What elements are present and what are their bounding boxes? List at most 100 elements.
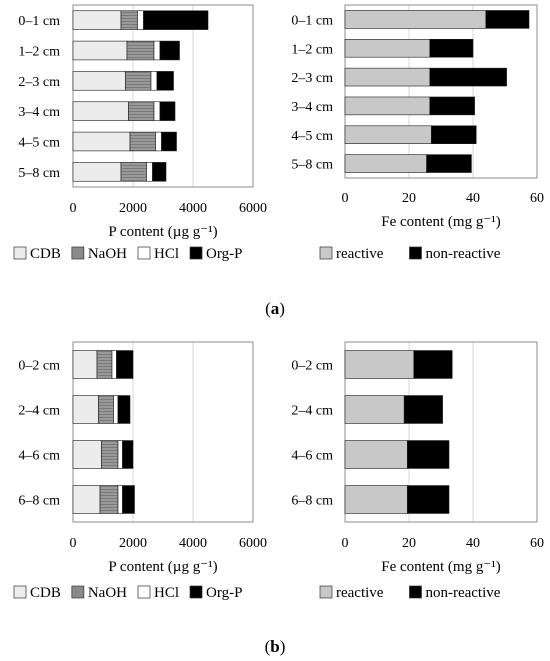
category-label: 4–6 cm <box>18 449 60 464</box>
legend-swatch-non-reactive <box>409 246 422 260</box>
category-label: 3–4 cm <box>18 105 60 120</box>
legend-swatch-cdb <box>13 585 27 599</box>
category-label: 0–1 cm <box>18 14 60 29</box>
bar-cdb-2-3-cm <box>72 71 126 91</box>
bar-hcl-2-3-cm <box>150 71 158 91</box>
bar-org-p-3-4-cm <box>159 101 176 121</box>
x-tick-label: 20 <box>402 536 416 551</box>
bar-reactive-4-5-cm <box>344 125 432 144</box>
x-axis-label: Fe content (mg g⁻¹) <box>381 559 500 575</box>
legend-label-hcl: HCl <box>154 246 179 262</box>
legend-swatch-hcl <box>137 585 151 599</box>
category-label: 0–2 cm <box>291 359 333 374</box>
panel-label-b: (b) <box>265 637 286 656</box>
legend-label-non-reactive: non-reactive <box>425 585 500 601</box>
x-tick-label: 40 <box>466 191 480 206</box>
category-label: 0–2 cm <box>18 359 60 374</box>
bar-non-reactive-3-4-cm <box>429 96 475 116</box>
legend-swatch-org-p <box>189 246 203 260</box>
bar-naoh-5-8-cm <box>120 162 147 182</box>
bar-naoh-0-2-cm <box>96 350 113 379</box>
legend-swatch-non-reactive <box>409 585 422 599</box>
legend-label-hcl: HCl <box>154 585 179 601</box>
bar-reactive-0-1-cm <box>344 10 487 29</box>
legend: reactive non-reactive <box>319 585 501 601</box>
bar-non-reactive-4-6-cm <box>407 440 450 469</box>
chart-4: 0–2 cm 2–4 cm 4–6 cm 6–8 cm 0 20 40 60 Fe conten… <box>291 341 544 601</box>
bar-reactive-2-4-cm <box>344 395 405 424</box>
bar-org-p-4-5-cm <box>161 131 177 152</box>
x-tick-label: 0 <box>342 191 349 206</box>
bar-naoh-2-3-cm <box>125 71 152 91</box>
category-label: 4–5 cm <box>291 129 333 144</box>
bar-cdb-4-6-cm <box>72 440 102 469</box>
bar-cdb-3-4-cm <box>72 101 129 121</box>
bar-cdb-0-2-cm <box>72 350 98 379</box>
category-label: 1–2 cm <box>291 42 333 57</box>
x-axis-label: Fe content (mg g⁻¹) <box>381 214 500 230</box>
bar-org-p-0-2-cm <box>116 350 134 379</box>
bar-non-reactive-4-5-cm <box>431 125 477 144</box>
x-tick-label: 20 <box>402 191 416 206</box>
legend-swatch-org-p <box>189 585 203 599</box>
x-tick-label: 60 <box>530 191 544 206</box>
legend-swatch-reactive <box>319 585 333 599</box>
bar-org-p-4-6-cm <box>122 440 134 469</box>
bar-non-reactive-6-8-cm <box>407 485 450 514</box>
bar-non-reactive-2-3-cm <box>429 67 507 87</box>
chart-1: 0–1 cm 1–2 cm 2–3 cm 3–4 cm 4–5 cm 5–8 cm 0 200… <box>13 4 267 262</box>
plot-frame <box>344 341 538 523</box>
bar-naoh-4-6-cm <box>101 440 119 469</box>
legend: CDB NaOH HCl Org-P <box>13 246 242 262</box>
bar-cdb-0-1-cm <box>72 10 122 30</box>
x-tick-label: 4000 <box>179 536 207 551</box>
bar-hcl-0-2-cm <box>111 350 117 379</box>
bar-org-p-1-2-cm <box>159 40 180 61</box>
category-label: 6–8 cm <box>291 494 333 509</box>
bar-non-reactive-5-8-cm <box>426 154 472 173</box>
bar-cdb-5-8-cm <box>72 162 122 182</box>
category-label: 4–5 cm <box>18 136 60 151</box>
category-label: 5–8 cm <box>18 166 60 181</box>
chart-3: 0–2 cm 2–4 cm 4–6 cm 6–8 cm 0 2000 4000 6000 P c… <box>13 341 267 601</box>
bar-naoh-6-8-cm <box>99 485 119 514</box>
legend-label-cdb: CDB <box>30 585 61 601</box>
bar-cdb-1-2-cm <box>72 40 128 61</box>
category-label: 2–4 cm <box>291 404 333 419</box>
legend-label-naoh: NaOH <box>88 585 127 601</box>
legend-label-reactive: reactive <box>336 585 384 601</box>
plot-frame <box>72 341 254 523</box>
bar-reactive-1-2-cm <box>344 39 431 58</box>
legend-swatch-cdb <box>13 246 27 260</box>
panel-label-a: (a) <box>265 299 285 318</box>
bar-hcl-2-4-cm <box>113 395 119 424</box>
bar-cdb-6-8-cm <box>72 485 101 514</box>
legend-label-naoh: NaOH <box>88 246 127 262</box>
x-axis-label: P content (µg g⁻¹) <box>108 559 217 575</box>
legend-label-org-p: Org-P <box>206 585 242 601</box>
legend-label-non-reactive: non-reactive <box>425 246 500 262</box>
bar-hcl-1-2-cm <box>153 40 161 61</box>
bar-non-reactive-1-2-cm <box>429 39 474 58</box>
bar-reactive-3-4-cm <box>344 96 431 116</box>
bar-reactive-6-8-cm <box>344 485 408 514</box>
bar-reactive-0-2-cm <box>344 350 415 379</box>
legend-label-reactive: reactive <box>336 246 384 262</box>
chart-2: 0–1 cm 1–2 cm 2–3 cm 3–4 cm 4–5 cm 5–8 cm 0 20 4… <box>291 4 544 262</box>
bar-org-p-0-1-cm <box>143 10 209 30</box>
category-label: 5–8 cm <box>291 158 333 173</box>
x-tick-label: 6000 <box>239 201 267 216</box>
legend-label-org-p: Org-P <box>206 246 242 262</box>
bar-naoh-3-4-cm <box>128 101 155 121</box>
bar-hcl-5-8-cm <box>146 162 153 182</box>
legend-swatch-naoh <box>71 585 85 599</box>
bar-hcl-0-1-cm <box>137 10 144 30</box>
legend: CDB NaOH HCl Org-P <box>13 585 242 601</box>
bar-hcl-4-5-cm <box>155 131 162 152</box>
x-tick-label: 40 <box>466 536 480 551</box>
legend: reactive non-reactive <box>319 246 501 262</box>
bar-non-reactive-0-1-cm <box>485 10 530 29</box>
legend-label-cdb: CDB <box>30 246 61 262</box>
charts-layer: 0–1 cm1–2 cm2–3 cm3–4 cm4–5 cm5–8 cm0 200… <box>13 4 544 601</box>
